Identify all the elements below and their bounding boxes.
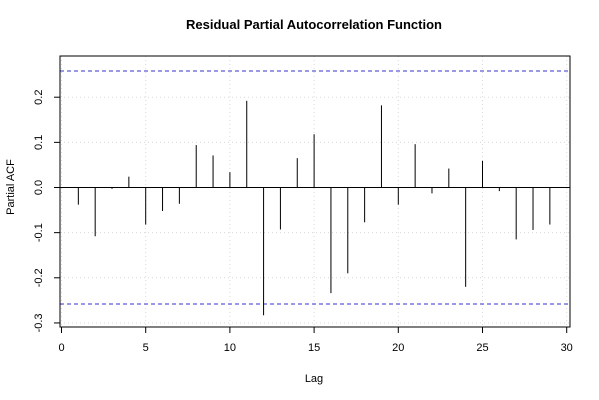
y-tick-label: -0.3 [33,313,45,332]
x-tick-label: 30 [561,342,573,354]
y-axis: -0.3 -0.2 -0.1 0.0 0.1 0.2 [33,90,60,332]
chart-title: Residual Partial Autocorrelation Functio… [186,17,442,32]
x-tick-label: 10 [224,342,236,354]
confidence-bounds [60,70,570,305]
x-axis: 0 5 10 15 20 25 30 [58,327,573,354]
x-tick-label: 20 [392,342,404,354]
x-tick-label: 25 [476,342,488,354]
x-tick-label: 0 [58,342,64,354]
x-tick-label: 5 [143,342,149,354]
y-tick-label: 0.2 [33,90,45,105]
x-tick-label: 15 [308,342,320,354]
grid [60,56,570,327]
plot-area-frame [59,55,571,328]
x-axis-label: Lag [305,373,323,385]
y-tick-label: -0.2 [33,268,45,287]
y-tick-label: 0.0 [33,180,45,195]
pacf-bars [77,100,551,316]
y-tick-label: 0.1 [33,135,45,150]
y-axis-label: Partial ACF [5,159,17,215]
y-tick-label: -0.1 [33,223,45,242]
